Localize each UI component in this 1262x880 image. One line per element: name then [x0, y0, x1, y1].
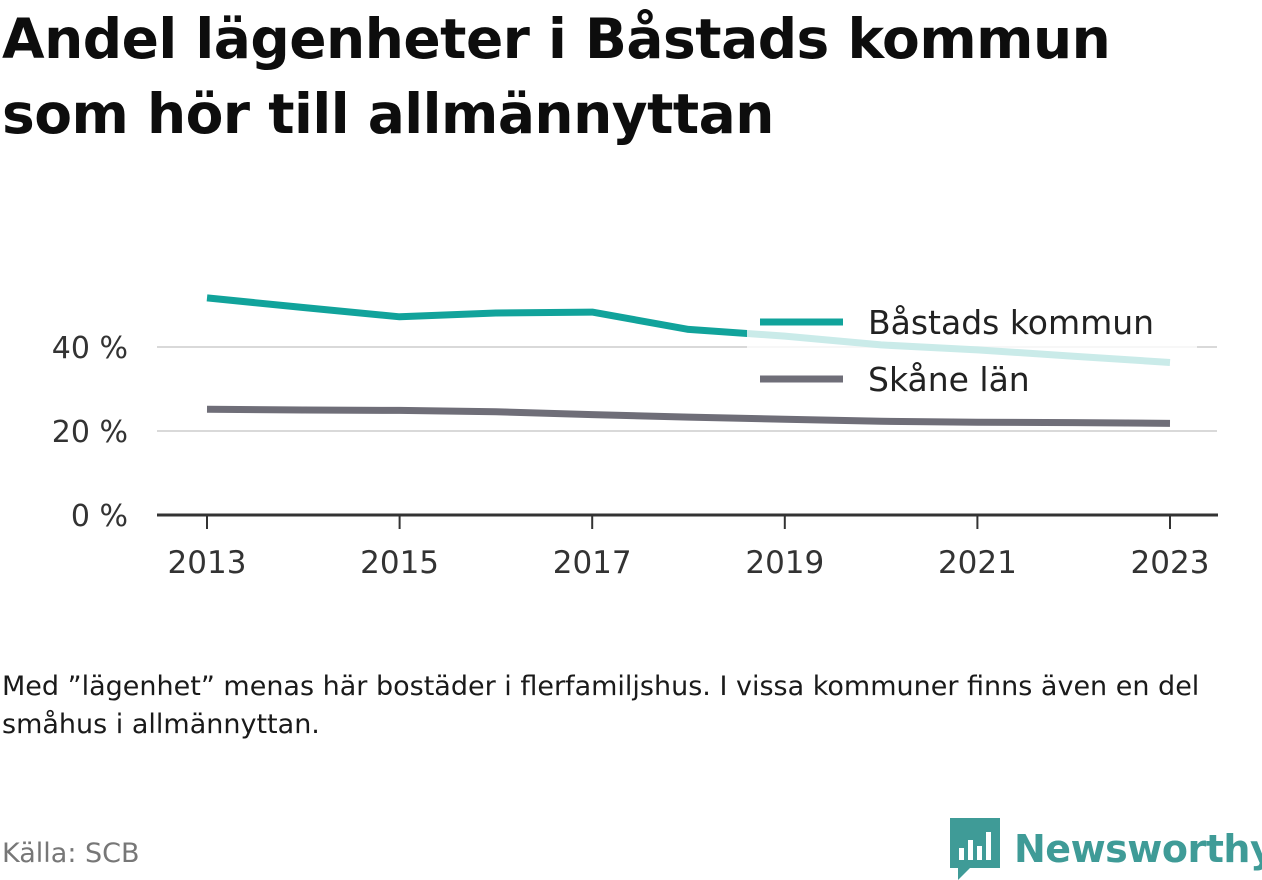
- line-chart: 0 % 20 % 40 % 2013 2015 2017 2019 2021 2023 Bås…: [0, 270, 1262, 600]
- legend-label-0: Båstads kommun: [868, 303, 1154, 342]
- y-tick-label: 40 %: [52, 331, 128, 366]
- legend-box: [747, 290, 1197, 415]
- x-tick-label: 2015: [360, 545, 439, 581]
- newsworthy-logo-icon: [950, 818, 1000, 880]
- y-tick-label: 20 %: [52, 415, 128, 450]
- chart-title: Andel lägenheter i Båstads kommun som hö…: [2, 7, 1111, 146]
- chart-note: Med ”lägenhet” menas här bostäder i fler…: [2, 671, 1200, 740]
- series-line-1: [206, 405, 1171, 427]
- x-tick-label: 2019: [745, 545, 824, 581]
- x-axis: 2013 2015 2017 2019 2021 2023: [157, 513, 1218, 581]
- chart-svg: 0 % 20 % 40 % 2013 2015 2017 2019 2021 2023 Bås…: [52, 290, 1218, 581]
- x-tick-label: 2023: [1131, 545, 1210, 581]
- x-tick-label: 2017: [553, 545, 632, 581]
- legend-label-1: Skåne län: [868, 360, 1030, 399]
- x-tick-label: 2013: [168, 545, 247, 581]
- brand-logo: Newsworthy: [950, 818, 1262, 880]
- brand-name: Newsworthy: [1014, 827, 1262, 871]
- source-label: Källa: SCB: [2, 838, 140, 869]
- x-tick-label: 2021: [938, 545, 1017, 581]
- gridlines: 0 % 20 % 40 %: [52, 331, 1217, 534]
- y-tick-label: 0 %: [71, 499, 128, 534]
- legend: Båstads kommun Skåne län: [747, 290, 1197, 415]
